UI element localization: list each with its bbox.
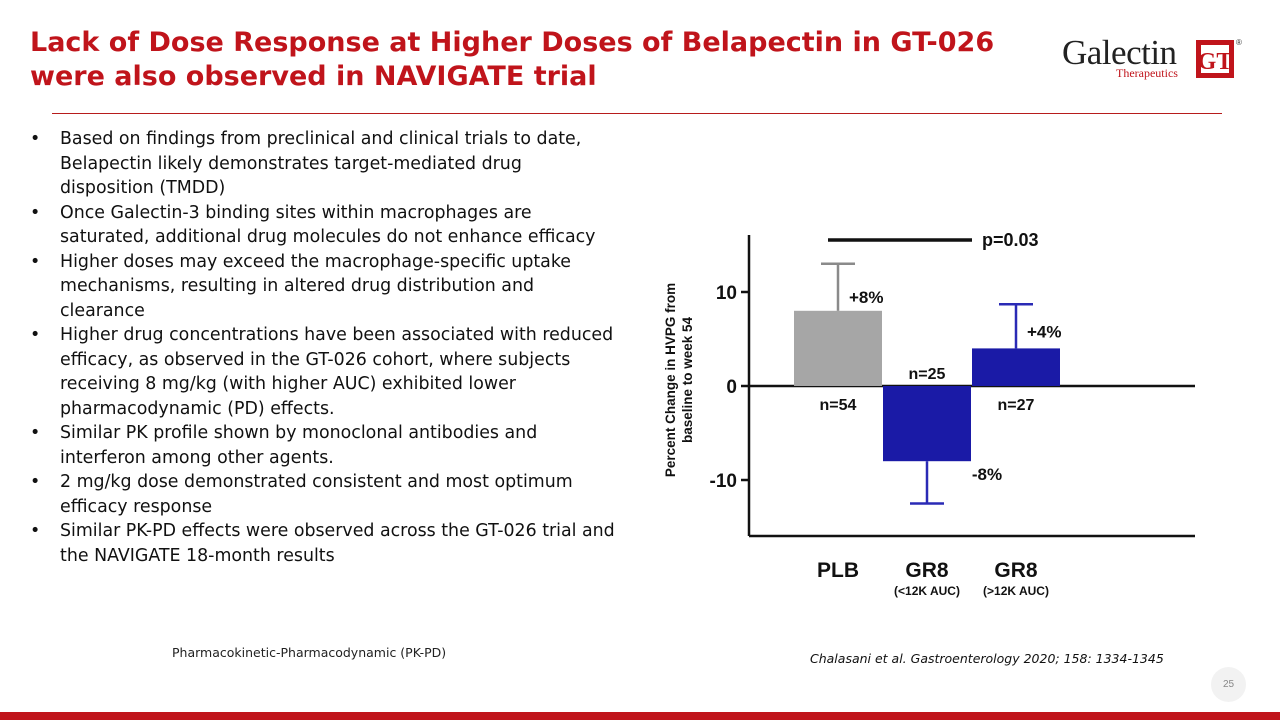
- title-divider: [52, 113, 1222, 114]
- bottom-accent-bar: [0, 712, 1280, 720]
- page-number: 25: [1211, 667, 1246, 702]
- bullet-item: Based on findings from preclinical and c…: [30, 127, 620, 201]
- footnote: Pharmacokinetic-Pharmacodynamic (PK-PD): [172, 645, 447, 660]
- bar: [794, 310, 882, 386]
- category-label: PLB: [817, 559, 859, 582]
- slide-title: Lack of Dose Response at Higher Doses of…: [30, 26, 995, 94]
- bullet-item: Once Galectin-3 binding sites within mac…: [30, 201, 620, 250]
- significance-label: p=0.03: [982, 230, 1039, 250]
- y-tick-label: 10: [716, 283, 737, 304]
- bullet-item: 2 mg/kg dose demonstrated consistent and…: [30, 470, 620, 519]
- bullet-item: Similar PK profile shown by monoclonal a…: [30, 421, 620, 470]
- bar: [972, 348, 1060, 386]
- y-tick-label: -10: [710, 471, 737, 492]
- bullet-list: Based on findings from preclinical and c…: [30, 127, 620, 568]
- category-sublabel: (>12K AUC): [983, 584, 1049, 598]
- n-label: n=27: [998, 397, 1035, 414]
- logo-registered-mark: ®: [1236, 38, 1242, 47]
- n-label: n=25: [909, 366, 946, 383]
- y-axis-label-line-2: baseline to week 54: [680, 316, 695, 443]
- y-axis-label: Percent Change in HVPG from baseline to w…: [663, 283, 695, 477]
- bullet-item: Higher drug concentrations have been ass…: [30, 323, 620, 421]
- bar: [883, 386, 971, 462]
- company-logo: Galectin Therapeutics GT ®: [1060, 34, 1250, 82]
- category-label: GR8: [905, 559, 949, 582]
- gt-logo-icon: GT: [1196, 40, 1234, 78]
- hvpg-bar-chart: 10 0 -10 Percent Change in HVPG from baselin…: [663, 230, 1195, 598]
- y-axis-label-line-1: Percent Change in HVPG from: [663, 283, 678, 477]
- data-label: +8%: [849, 288, 884, 307]
- category-sublabel: (<12K AUC): [894, 584, 960, 598]
- n-label: n=54: [820, 397, 857, 414]
- logo-name: Galectin: [1062, 33, 1177, 72]
- slide-title-line-2: were also observed in NAVIGATE trial: [30, 61, 597, 92]
- logo-mark-text: GT: [1198, 49, 1233, 75]
- slide-title-line-1: Lack of Dose Response at Higher Doses of…: [30, 27, 995, 58]
- bullet-item: Similar PK-PD effects were observed acro…: [30, 519, 620, 568]
- y-tick-label: 0: [726, 377, 737, 398]
- data-label: +4%: [1027, 322, 1062, 341]
- data-label: -8%: [972, 465, 1002, 484]
- category-label: GR8: [994, 559, 1038, 582]
- citation: Chalasani et al. Gastroenterology 2020; …: [810, 651, 1164, 666]
- logo-subtitle: Therapeutics: [1116, 66, 1178, 80]
- bullet-item: Higher doses may exceed the macrophage-s…: [30, 250, 620, 324]
